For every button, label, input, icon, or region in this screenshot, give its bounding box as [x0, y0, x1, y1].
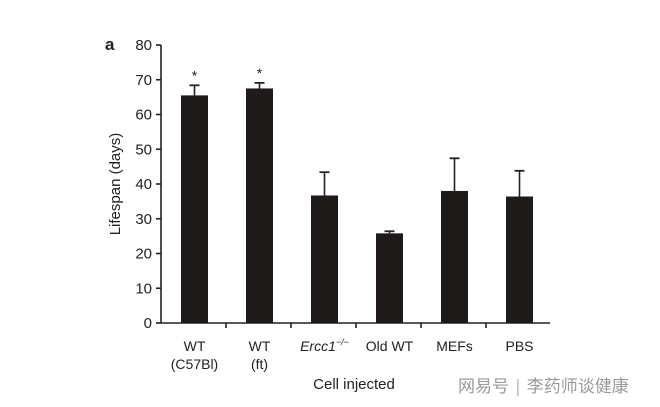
- y-tick-label: 30: [135, 211, 152, 228]
- y-tick-label: 50: [135, 141, 152, 158]
- x-tick-label-main: Old WT: [366, 338, 414, 354]
- x-tick-label-main: Ercc1: [300, 338, 336, 354]
- x-tick-label-main: WT: [249, 338, 271, 354]
- x-tick-label-line2: (ft): [251, 356, 268, 372]
- x-tick-label-superscript: −/−: [336, 337, 349, 347]
- bar: [376, 233, 403, 323]
- watermark: 网易号 | 李药师谈健康: [458, 372, 629, 397]
- panel-label: a: [105, 35, 115, 54]
- x-tick-label-main: MEFs: [436, 338, 473, 354]
- x-tick-label-line2: (C57Bl): [171, 356, 218, 372]
- x-tick-label-main: WT: [184, 338, 206, 354]
- bar: [246, 88, 273, 323]
- x-tick-label: Old WT: [366, 338, 414, 354]
- significance-marker: *: [257, 65, 263, 81]
- x-tick-label: WT: [184, 338, 206, 354]
- y-tick-label: 0: [144, 315, 152, 332]
- y-tick-label: 20: [135, 246, 152, 263]
- bar: [311, 195, 338, 323]
- x-tick-label: WT: [249, 338, 271, 354]
- y-tick-label: 40: [135, 176, 152, 193]
- y-tick-label: 10: [135, 280, 152, 297]
- y-tick-label: 80: [135, 37, 152, 54]
- watermark-account: 李药师谈健康: [526, 377, 629, 397]
- y-tick-label: 70: [135, 72, 152, 89]
- x-axis-label: Cell injected: [313, 376, 395, 393]
- significance-marker: *: [192, 67, 198, 83]
- x-tick-label-main: PBS: [505, 338, 533, 354]
- bar: [506, 196, 533, 323]
- bar: [181, 95, 208, 323]
- watermark-separator: |: [515, 377, 521, 397]
- y-axis-label: Lifespan (days): [107, 133, 124, 236]
- x-tick-label: PBS: [505, 338, 533, 354]
- x-tick-label: MEFs: [436, 338, 473, 354]
- bar: [441, 190, 468, 323]
- watermark-brand: 网易号: [458, 377, 509, 397]
- y-tick-label: 60: [135, 107, 152, 124]
- x-tick-label: Ercc1−/−: [300, 337, 349, 354]
